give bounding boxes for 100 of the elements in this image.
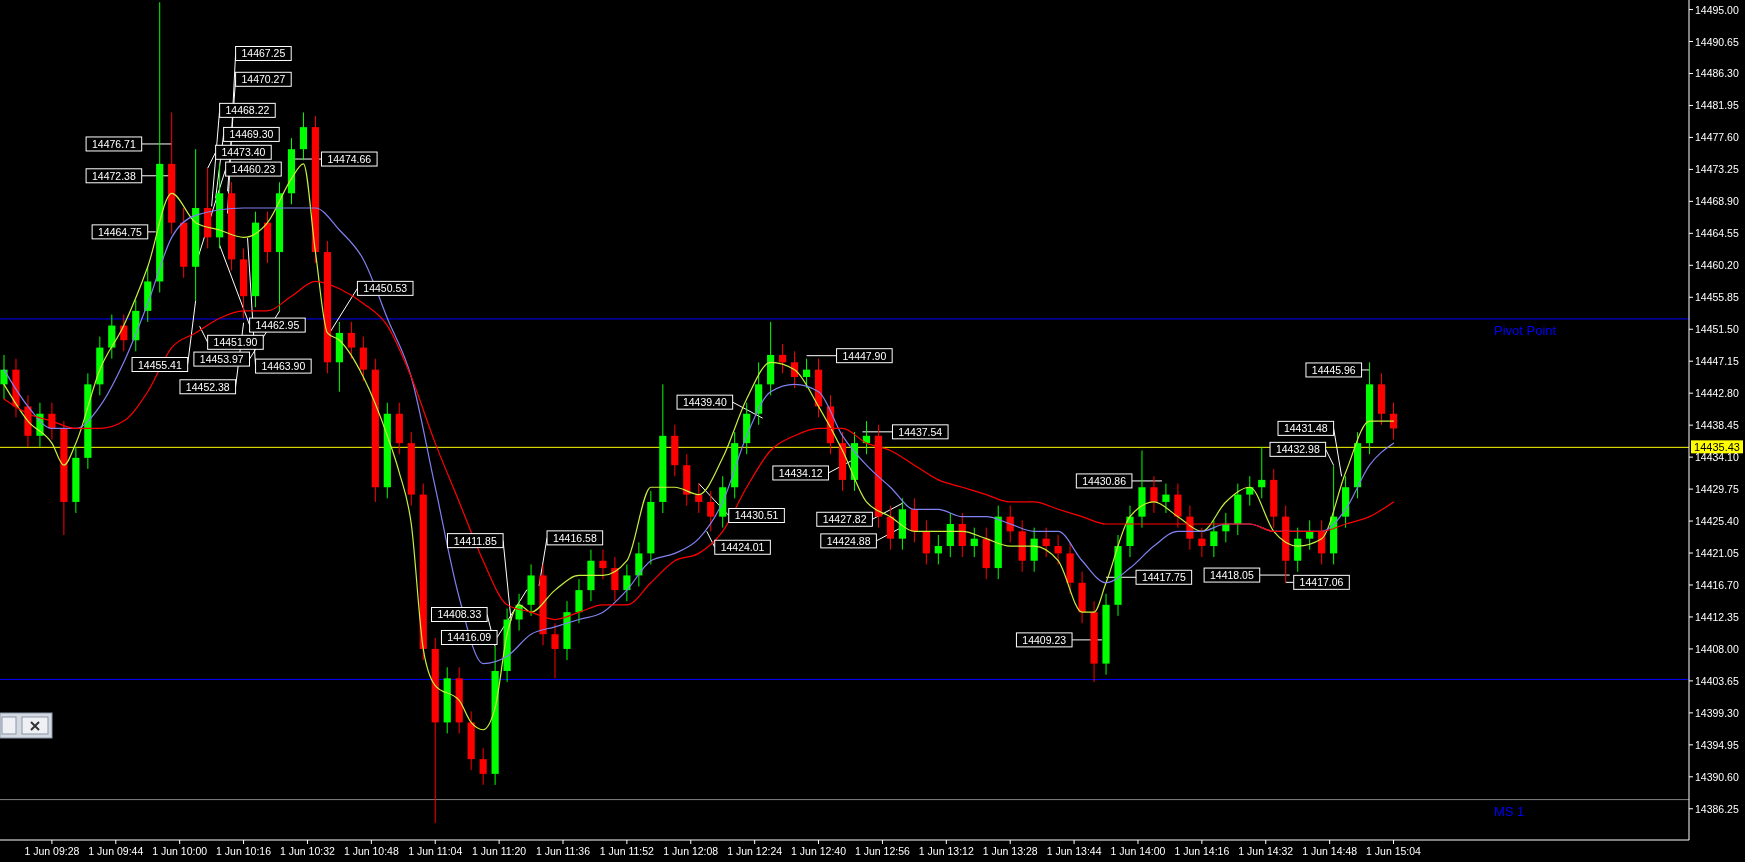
x-tick-label: 1 Jun 14:16	[1174, 845, 1230, 857]
candlestick	[1258, 446, 1266, 499]
annotation: 14473.40	[221, 146, 266, 159]
candlestick	[958, 512, 966, 558]
candlestick	[1174, 483, 1182, 529]
annotation: 14452.38	[185, 380, 230, 393]
x-tick-label: 1 Jun 14:48	[1302, 845, 1358, 857]
annotation: 14439.40	[682, 396, 727, 409]
y-tick-label: 14490.65	[1695, 35, 1739, 48]
ref-line-label: Pivot Point	[1494, 322, 1557, 338]
y-tick-label: 14429.75	[1695, 483, 1739, 496]
y-tick-label: 14473.25	[1695, 163, 1739, 176]
ref-line-label: MS 1	[1494, 803, 1525, 819]
y-tick-label: 14408.00	[1695, 642, 1739, 655]
x-tick-label: 1 Jun 12:56	[854, 845, 911, 857]
annotation: 14463.90	[261, 360, 306, 373]
candlestick	[359, 336, 367, 382]
y-tick-label: 14434.10	[1695, 451, 1739, 464]
candlestick	[599, 549, 607, 580]
annotation: 14416.09	[447, 631, 492, 644]
annotation: 14453.97	[199, 353, 244, 366]
candlestick	[108, 314, 116, 360]
candlestick	[934, 534, 942, 565]
annotation: 14409.23	[1022, 633, 1067, 646]
x-tick-label: 1 Jun 14:32	[1238, 845, 1294, 857]
y-tick-label: 14477.60	[1695, 131, 1739, 144]
candlestick	[48, 402, 56, 440]
annotation: 14424.88	[826, 534, 871, 547]
candlestick	[623, 563, 631, 602]
annotation: 14476.71	[92, 137, 136, 150]
candlestick	[1210, 519, 1218, 558]
candlestick	[802, 358, 811, 389]
x-tick-label: 1 Jun 11:52	[599, 845, 655, 857]
annotation: 14460.23	[231, 163, 276, 176]
candlestick	[0, 354, 8, 400]
candlestick	[970, 527, 978, 558]
y-tick-label: 14468.90	[1695, 195, 1739, 208]
annotation: 14437.54	[898, 425, 943, 438]
y-tick-label: 14442.80	[1695, 387, 1739, 400]
x-tick-label: 1 Jun 09:28	[24, 845, 80, 857]
annotation: 14470.27	[241, 73, 286, 86]
candlestick	[347, 321, 355, 360]
candlestick	[1246, 475, 1254, 507]
x-tick-label: 1 Jun 11:20	[472, 845, 527, 857]
y-tick-label: 14455.85	[1695, 291, 1739, 304]
y-tick-label: 14438.45	[1695, 419, 1739, 432]
candlestick	[479, 747, 487, 786]
x-tick-label: 1 Jun 11:36	[535, 845, 591, 857]
annotation: 14462.95	[255, 319, 300, 332]
x-tick-label: 1 Jun 11:04	[408, 845, 463, 857]
y-tick-label: 14451.50	[1695, 323, 1739, 336]
annotation: 14474.66	[327, 153, 372, 166]
candlestick	[1054, 534, 1062, 565]
annotation: 14417.06	[1299, 576, 1344, 589]
annotation: 14472.38	[92, 169, 136, 182]
annotation: 14430.51	[734, 509, 779, 522]
candlestick	[611, 556, 619, 602]
y-tick-label: 14447.15	[1695, 355, 1739, 368]
candlestick	[695, 483, 703, 514]
candlestick	[779, 343, 787, 374]
y-tick-label: 14399.30	[1695, 706, 1739, 719]
y-tick-label: 14421.05	[1695, 547, 1739, 560]
annotation: 14467.25	[241, 47, 286, 60]
y-tick-label: 14425.40	[1695, 515, 1739, 528]
candlestick	[1030, 527, 1038, 573]
candlestick	[1042, 527, 1050, 558]
y-tick-label: 14412.35	[1695, 610, 1739, 623]
annotation: 14434.12	[778, 466, 823, 479]
annotation: 14445.96	[1311, 363, 1356, 376]
annotation: 14427.82	[822, 513, 867, 526]
y-tick-label: 14403.65	[1695, 674, 1739, 687]
annotation: 14411.85	[453, 534, 497, 547]
ref-line-label: 14435.43	[1694, 441, 1740, 454]
x-tick-label: 1 Jun 09:44	[88, 845, 144, 857]
y-tick-label: 14460.20	[1695, 259, 1739, 272]
annotation: 14431.48	[1283, 422, 1328, 435]
x-tick-label: 1 Jun 12:24	[727, 845, 783, 857]
x-tick-label: 1 Jun 10:16	[216, 845, 272, 857]
x-tick-label: 1 Jun 15:04	[1366, 845, 1422, 857]
candlestick	[575, 578, 583, 624]
annotation: 14455.41	[137, 358, 182, 371]
x-tick-label: 1 Jun 12:08	[663, 845, 719, 857]
annotation: 14469.30	[229, 128, 274, 141]
candlestick	[1162, 483, 1170, 514]
candlestick	[922, 519, 930, 565]
y-tick-label: 14481.95	[1695, 99, 1739, 112]
annotation: 14418.05	[1210, 569, 1254, 582]
y-tick-label: 14464.55	[1695, 227, 1739, 240]
annotation: 14416.58	[552, 531, 597, 544]
annotation: 14447.90	[842, 349, 887, 362]
x-tick-label: 1 Jun 10:00	[152, 845, 208, 857]
y-tick-label: 14416.70	[1695, 578, 1739, 591]
candlestick	[1306, 519, 1314, 551]
y-tick-label: 14394.95	[1695, 738, 1739, 751]
candlestick	[635, 541, 643, 587]
annotation: 14468.22	[225, 104, 270, 117]
annotation: 14432.98	[1275, 443, 1320, 456]
y-tick-label: 14495.00	[1695, 3, 1739, 16]
annotation: 14464.75	[98, 225, 142, 238]
candlestick	[886, 505, 895, 551]
